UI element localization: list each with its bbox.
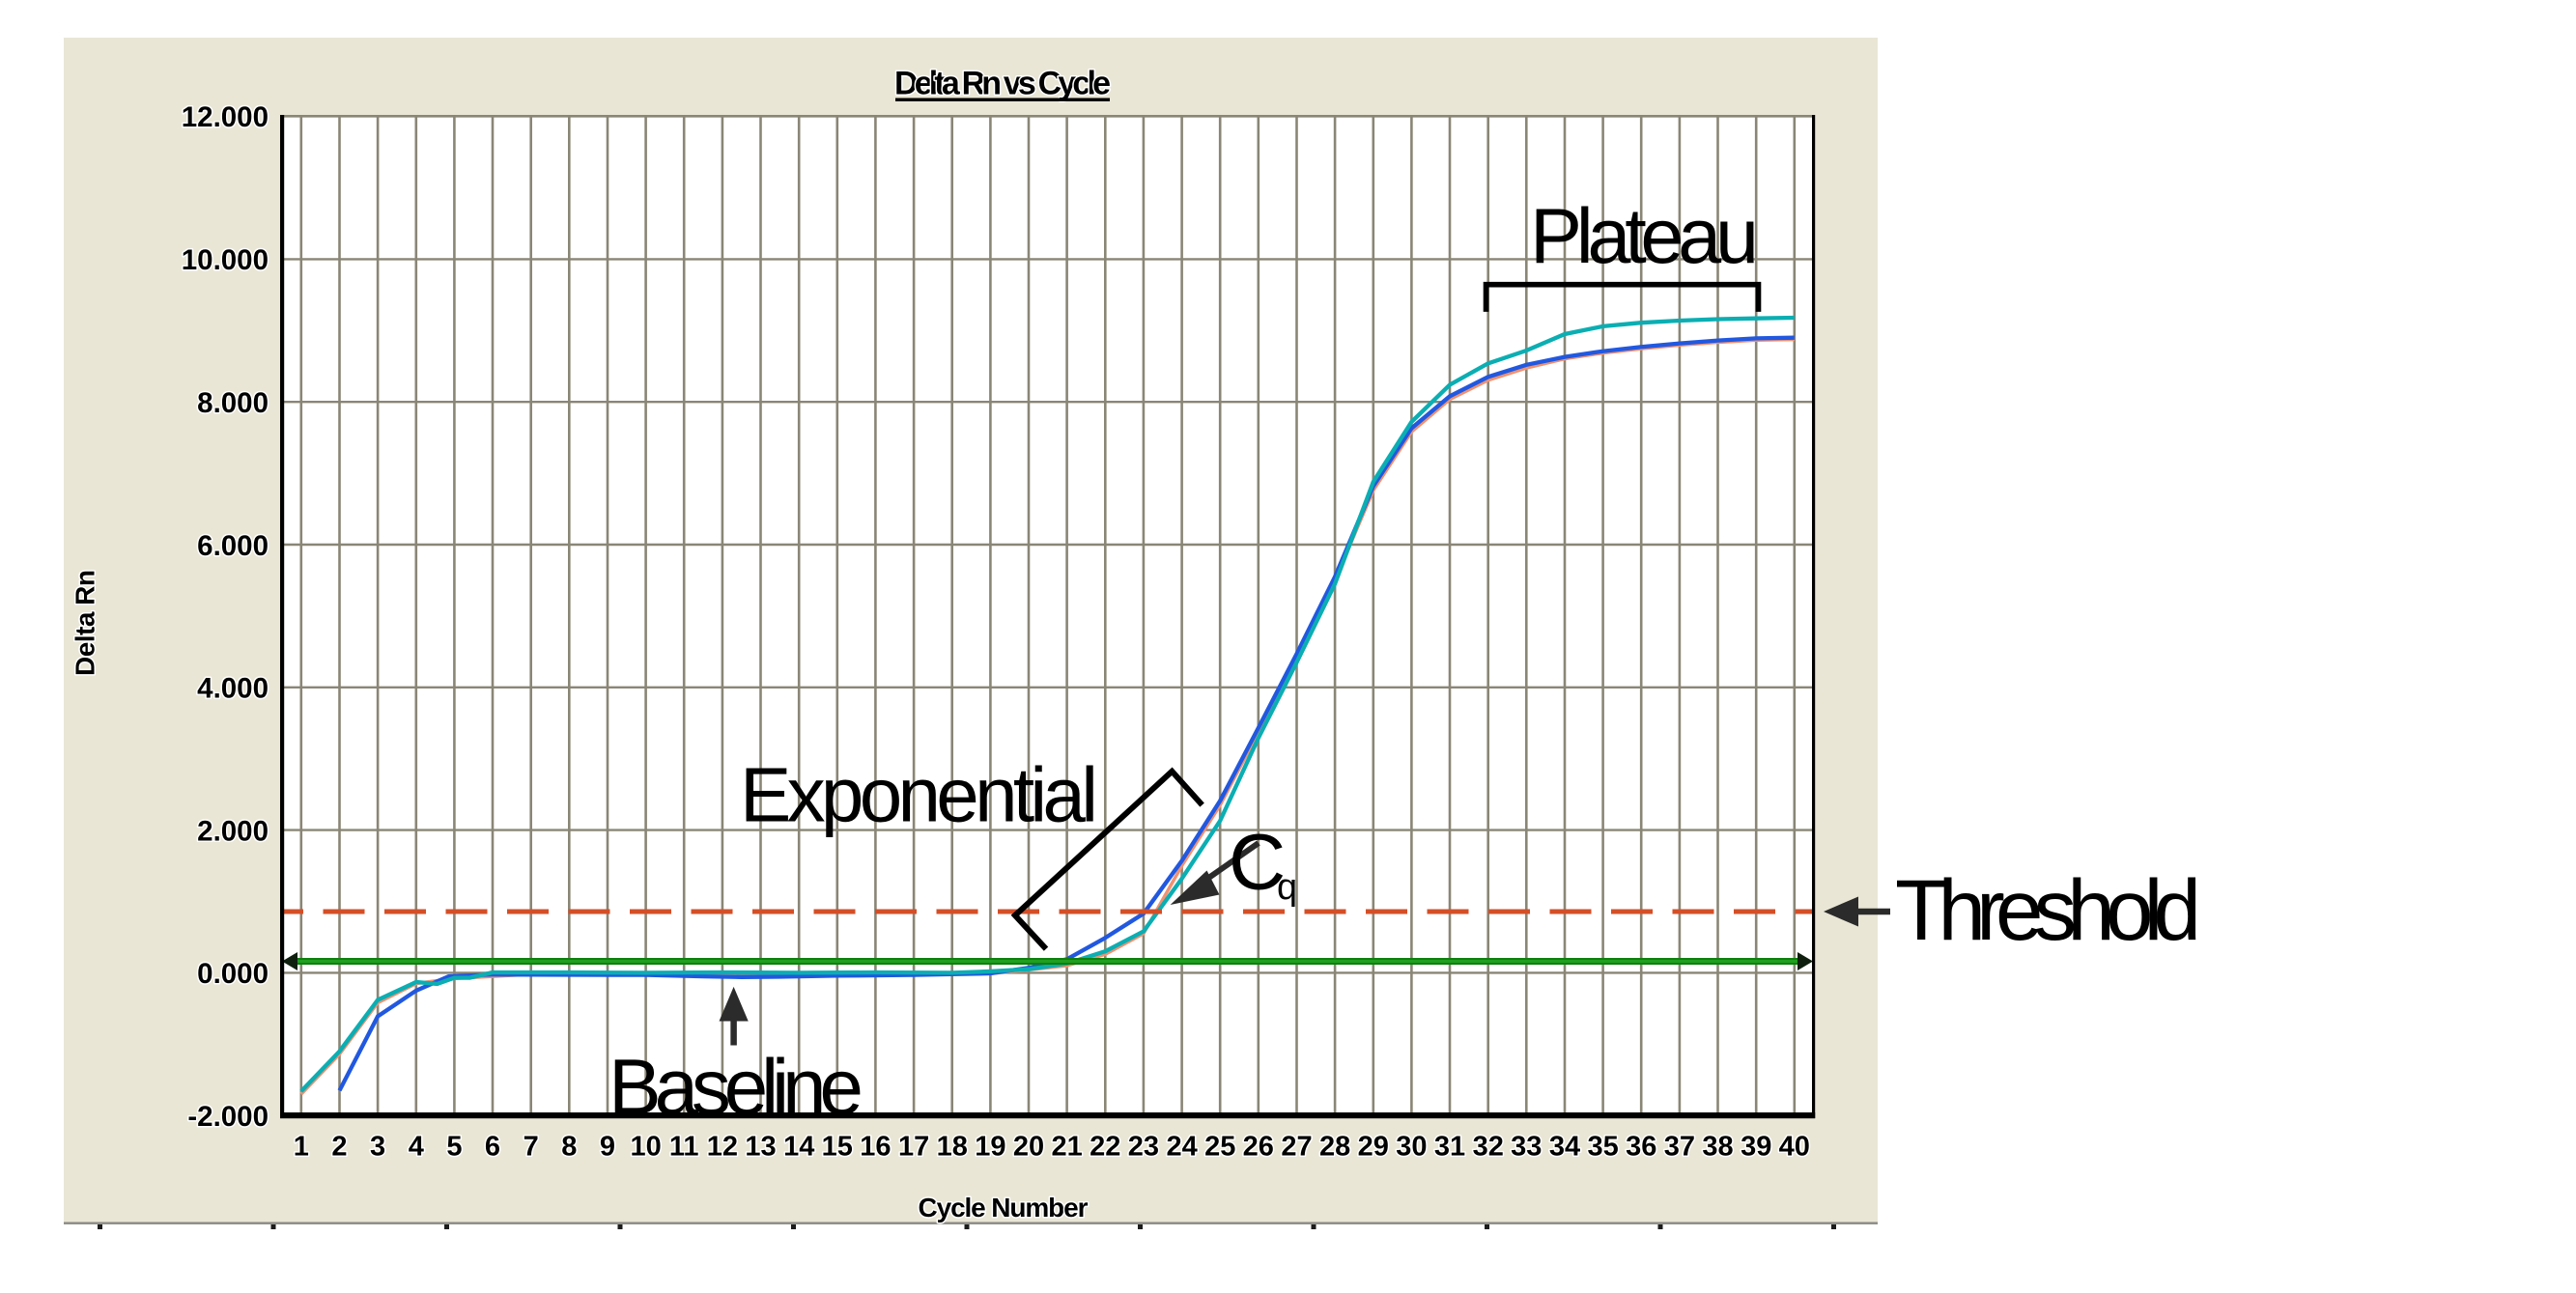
svg-text:Threshold: Threshold (1895, 861, 2201, 958)
svg-text:27: 27 (1281, 1132, 1312, 1163)
svg-text:29: 29 (1358, 1132, 1389, 1163)
svg-text:7: 7 (524, 1132, 539, 1163)
svg-text:Delta Rn: Delta Rn (71, 570, 100, 676)
svg-text:22: 22 (1090, 1132, 1120, 1163)
svg-text:9: 9 (600, 1132, 615, 1163)
svg-text:Baseline: Baseline (609, 1044, 863, 1132)
svg-text:6.000: 6.000 (197, 530, 269, 562)
svg-text:8: 8 (561, 1132, 577, 1163)
svg-text:13: 13 (745, 1132, 776, 1163)
svg-text:Plateau: Plateau (1530, 193, 1759, 280)
svg-text:25: 25 (1204, 1132, 1235, 1163)
svg-text:28: 28 (1319, 1132, 1350, 1163)
svg-text:21: 21 (1051, 1132, 1082, 1163)
svg-text:3: 3 (370, 1132, 385, 1163)
svg-text:6: 6 (485, 1132, 500, 1163)
svg-text:26: 26 (1243, 1132, 1274, 1163)
svg-text:36: 36 (1626, 1132, 1656, 1163)
svg-text:14: 14 (783, 1132, 814, 1163)
svg-text:C: C (1229, 819, 1286, 907)
svg-text:12.000: 12.000 (182, 101, 269, 133)
svg-text:4.000: 4.000 (197, 673, 269, 705)
svg-text:2: 2 (331, 1132, 347, 1163)
svg-text:38: 38 (1702, 1132, 1733, 1163)
svg-text:20: 20 (1013, 1132, 1044, 1163)
svg-text:15: 15 (822, 1132, 853, 1163)
svg-text:39: 39 (1741, 1132, 1771, 1163)
svg-text:0.000: 0.000 (197, 958, 269, 990)
svg-text:q: q (1277, 867, 1297, 908)
svg-text:40: 40 (1779, 1132, 1810, 1163)
svg-text:34: 34 (1549, 1132, 1580, 1163)
svg-text:19: 19 (975, 1132, 1005, 1163)
svg-text:37: 37 (1664, 1132, 1695, 1163)
svg-text:10: 10 (630, 1132, 661, 1163)
svg-text:33: 33 (1511, 1132, 1542, 1163)
svg-text:10.000: 10.000 (182, 244, 269, 276)
svg-text:31: 31 (1434, 1132, 1465, 1163)
svg-text:8.000: 8.000 (197, 387, 269, 419)
svg-text:18: 18 (937, 1132, 968, 1163)
svg-text:11: 11 (669, 1132, 699, 1163)
svg-text:32: 32 (1473, 1132, 1504, 1163)
svg-text:5: 5 (446, 1132, 462, 1163)
svg-text:35: 35 (1587, 1132, 1618, 1163)
svg-text:24: 24 (1166, 1132, 1197, 1163)
svg-text:12: 12 (707, 1132, 738, 1163)
svg-text:4: 4 (409, 1132, 424, 1163)
svg-text:-2.000: -2.000 (187, 1101, 269, 1133)
svg-text:2.000: 2.000 (197, 815, 269, 847)
svg-text:16: 16 (860, 1132, 891, 1163)
svg-text:Cycle Number: Cycle Number (919, 1193, 1089, 1223)
svg-text:1: 1 (294, 1132, 309, 1163)
svg-text:17: 17 (898, 1132, 929, 1163)
svg-text:30: 30 (1396, 1132, 1427, 1163)
svg-text:Exponential: Exponential (740, 751, 1098, 837)
svg-text:Delta Rn vs Cycle: Delta Rn vs Cycle (894, 66, 1111, 102)
svg-text:23: 23 (1128, 1132, 1159, 1163)
